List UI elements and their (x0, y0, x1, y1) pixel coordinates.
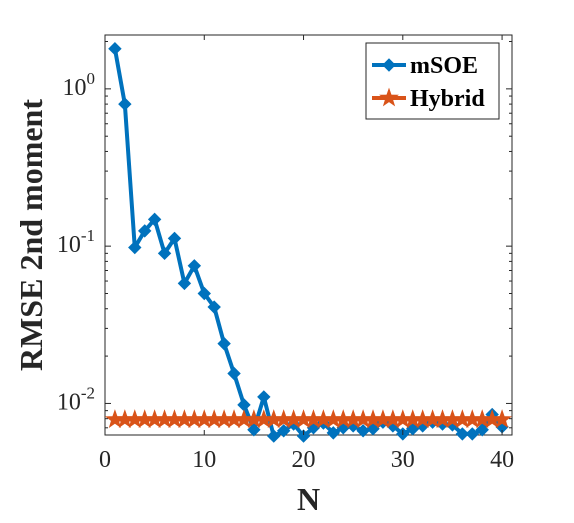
series-layer (105, 42, 512, 443)
data-point-msoe (197, 286, 211, 301)
data-point-msoe (187, 259, 202, 273)
data-point-msoe (207, 300, 221, 314)
legend-entry-hybrid: Hybrid (372, 86, 485, 112)
series-msoe (108, 42, 509, 443)
data-point-msoe (465, 427, 479, 441)
x-tick-label: 0 (99, 447, 111, 473)
legend-entry-msoe: mSOE (372, 53, 478, 79)
legend-marker-msoe (382, 58, 396, 72)
x-axis-label: N (297, 481, 320, 517)
data-point-msoe (217, 336, 231, 351)
data-point-msoe (108, 42, 122, 56)
legend-marker-hybrid (379, 87, 399, 107)
data-point-msoe (177, 276, 192, 291)
legend-label-msoe: mSOE (410, 53, 478, 79)
y-tick-label: 10-2 (57, 383, 95, 415)
data-point-msoe (227, 366, 241, 381)
data-point-msoe (296, 429, 311, 443)
data-point-msoe (118, 97, 132, 111)
data-point-hybrid (492, 409, 512, 428)
x-tick-label: 40 (490, 447, 514, 473)
series-hybrid (105, 409, 512, 428)
x-tick-label: 10 (192, 447, 216, 473)
y-tick-label: 10-1 (57, 226, 95, 258)
y-axis-label: RMSE 2nd moment (13, 99, 49, 371)
data-point-msoe (326, 426, 341, 440)
data-point-msoe (276, 424, 291, 438)
legend-box (365, 42, 500, 120)
data-point-msoe (138, 224, 152, 238)
x-tick-label: 30 (391, 447, 415, 473)
tick-layer: 0 10 20 30 40 100 10-1 10-2 (57, 35, 514, 473)
data-point-msoe (157, 246, 172, 261)
data-point-msoe (147, 212, 162, 227)
legend-label-hybrid: Hybrid (410, 86, 485, 112)
legend: mSOE Hybrid (365, 42, 500, 120)
y-tick-label: 100 (63, 69, 96, 101)
data-point-msoe (167, 231, 182, 246)
data-point-msoe (128, 240, 142, 255)
data-point-msoe (257, 390, 271, 404)
data-point-msoe (267, 429, 281, 443)
data-point-msoe (455, 427, 470, 441)
x-tick-label: 20 (292, 447, 316, 473)
